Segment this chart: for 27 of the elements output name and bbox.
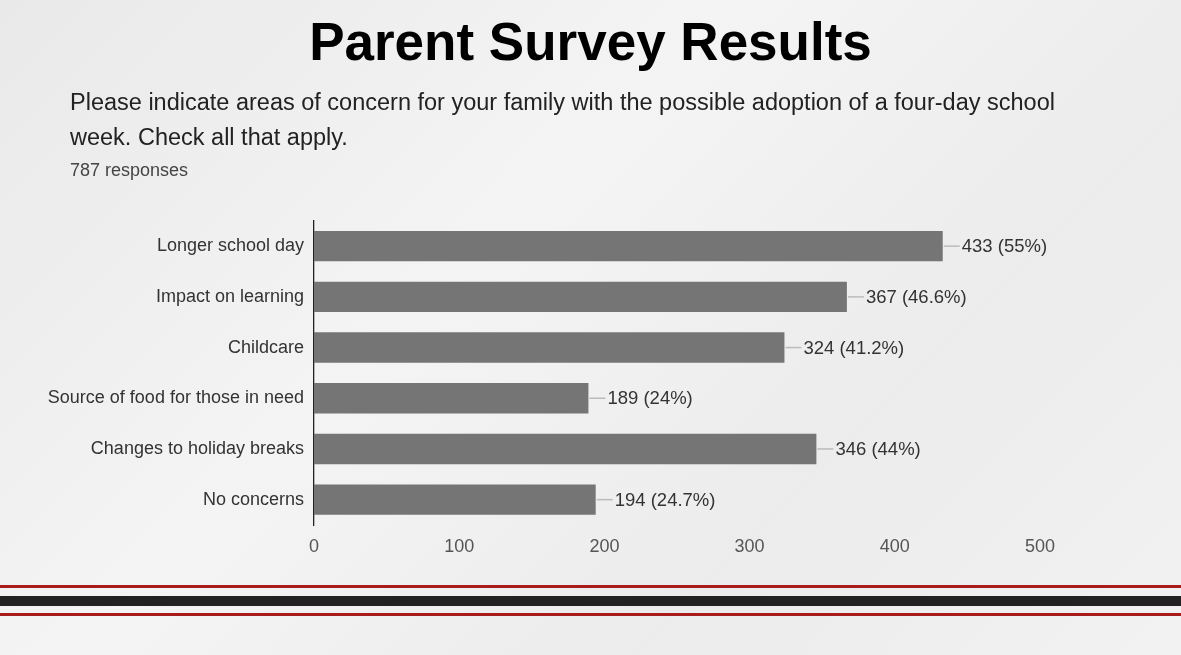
bar [314, 230, 943, 262]
data-label: 324 (41.2%) [803, 336, 905, 358]
x-tick-label: 300 [734, 535, 765, 556]
data-label: 189 (24%) [607, 387, 693, 409]
x-tick-label: 500 [1024, 535, 1056, 556]
x-tick-label: 100 [444, 535, 475, 556]
x-tick-label: 400 [879, 535, 910, 556]
y-tick-label: Impact on learning [155, 285, 304, 306]
data-label: 367 (46.6%) [865, 285, 967, 307]
bar [314, 281, 847, 313]
data-label: 433 (55%) [961, 235, 1048, 257]
y-tick-label: Changes to holiday breaks [90, 437, 304, 458]
chart-title: Parent Survey Results [308, 11, 873, 73]
data-label: 194 (24.7%) [614, 488, 716, 510]
x-tick-label: 200 [589, 535, 620, 556]
text: 787 responses [70, 159, 189, 181]
y-tick-label: No concerns [202, 488, 304, 509]
chart-subtitle: Please indicate areas of concern for your family with the possible adoption of a four-day school week. Check all that apply. [70, 88, 1056, 152]
bar [314, 332, 785, 363]
x-tick-label: 0 [308, 535, 320, 556]
data-label: 346 (44%) [835, 438, 921, 460]
bar [314, 484, 596, 515]
bar [314, 383, 589, 414]
y-tick-label: Childcare [227, 336, 304, 357]
bar [314, 433, 817, 465]
y-tick-label: Longer school day [156, 235, 304, 256]
y-tick-label: Source of food for those in need [47, 387, 304, 408]
